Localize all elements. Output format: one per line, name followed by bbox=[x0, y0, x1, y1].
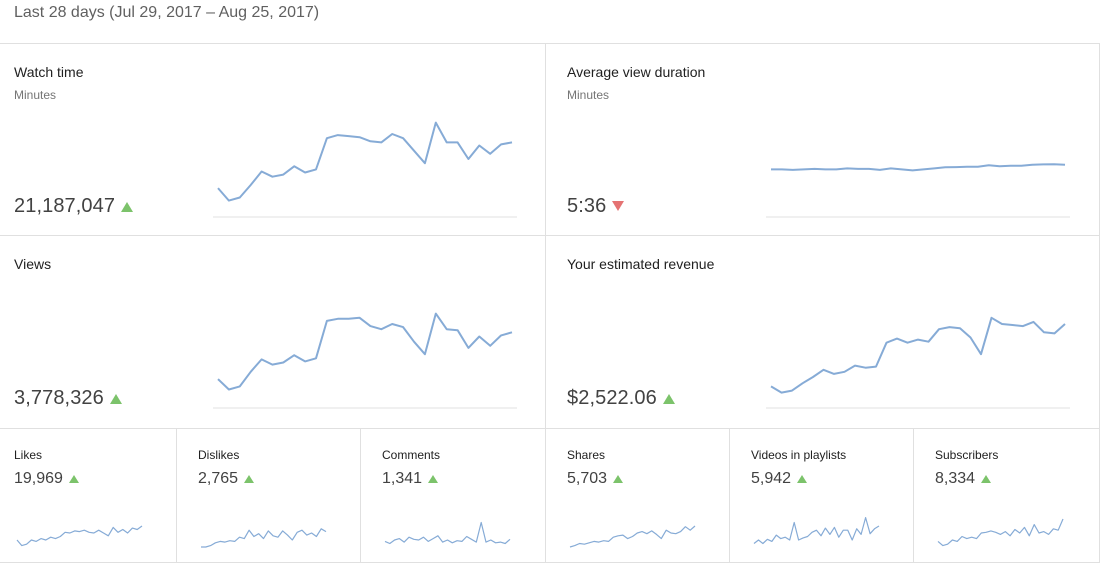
card-views[interactable]: Views 3,778,326 bbox=[0, 236, 546, 429]
metric-value: 1,341 bbox=[382, 470, 439, 488]
card-subtitle: Minutes bbox=[14, 88, 57, 102]
metric-value: $2,522.06 bbox=[567, 387, 675, 410]
sparkline bbox=[766, 316, 1070, 409]
card-comments[interactable]: Comments 1,341 bbox=[361, 429, 546, 563]
trend-up-icon bbox=[613, 475, 624, 483]
card-subscribers[interactable]: Subscribers 8,334 bbox=[914, 429, 1100, 563]
metric-value: 5,703 bbox=[567, 470, 624, 488]
card-title: Dislikes bbox=[198, 448, 240, 462]
metric-value: 21,187,047 bbox=[14, 195, 134, 218]
trend-line bbox=[937, 518, 1064, 547]
trend-up-icon bbox=[981, 475, 992, 483]
trend-line bbox=[384, 521, 511, 545]
metric-value: 2,765 bbox=[198, 470, 255, 488]
trend-up-icon bbox=[68, 475, 79, 483]
metric-value: 19,969 bbox=[14, 470, 79, 488]
card-videos-in-playlists[interactable]: Videos in playlists 5,942 bbox=[730, 429, 914, 563]
trend-up-icon bbox=[244, 475, 255, 483]
card-title: Shares bbox=[567, 448, 606, 462]
trend-line bbox=[201, 528, 327, 548]
card-title: Average view duration bbox=[567, 64, 706, 80]
card-estimated-revenue[interactable]: Your estimated revenue $2,522.06 bbox=[546, 236, 1100, 429]
trend-up-icon bbox=[428, 475, 439, 483]
value-text: $2,522.06 bbox=[567, 387, 657, 409]
card-likes[interactable]: Likes 19,969 bbox=[0, 429, 177, 563]
metric-value: 5:36 bbox=[567, 195, 625, 218]
card-average-view-duration[interactable]: Average view duration Minutes 5:36 bbox=[546, 44, 1100, 236]
trend-up-icon bbox=[662, 394, 675, 404]
card-title: Likes bbox=[14, 448, 43, 462]
card-title: Subscribers bbox=[935, 448, 999, 462]
trend-line bbox=[217, 312, 513, 391]
value-text: 1,341 bbox=[382, 470, 423, 487]
header-divider bbox=[0, 43, 1100, 44]
value-text: 5,942 bbox=[751, 470, 792, 487]
value-text: 21,187,047 bbox=[14, 195, 116, 217]
sparkline bbox=[201, 528, 327, 548]
trend-up-icon bbox=[121, 202, 134, 212]
card-dislikes[interactable]: Dislikes 2,765 bbox=[177, 429, 361, 563]
trend-up-icon bbox=[109, 394, 122, 404]
trend-line bbox=[217, 121, 513, 202]
value-text: 8,334 bbox=[935, 470, 976, 487]
metric-value: 3,778,326 bbox=[14, 387, 122, 410]
sparkline bbox=[937, 518, 1064, 547]
card-title: Comments bbox=[382, 448, 441, 462]
trend-line bbox=[753, 516, 880, 545]
sparkline bbox=[213, 121, 517, 218]
trend-line bbox=[770, 316, 1066, 394]
card-title: Watch time bbox=[14, 64, 84, 80]
value-text: 5:36 bbox=[567, 195, 607, 217]
card-title: Your estimated revenue bbox=[567, 256, 715, 272]
trend-line bbox=[16, 525, 143, 547]
sparkline bbox=[753, 516, 880, 545]
card-title: Views bbox=[14, 256, 52, 272]
card-shares[interactable]: Shares 5,703 bbox=[546, 429, 730, 563]
date-range[interactable]: Last 28 days (Jul 29, 2017 – Aug 25, 201… bbox=[14, 4, 320, 21]
sparkline bbox=[16, 525, 143, 547]
sparkline bbox=[766, 163, 1070, 218]
trend-line bbox=[771, 163, 1066, 172]
trend-line bbox=[569, 525, 696, 548]
value-text: 3,778,326 bbox=[14, 387, 104, 409]
card-title: Videos in playlists bbox=[751, 448, 847, 462]
sparkline bbox=[569, 525, 696, 548]
metric-value: 8,334 bbox=[935, 470, 992, 488]
metric-value: 5,942 bbox=[751, 470, 808, 488]
card-watch-time[interactable]: Watch time Minutes 21,187,047 bbox=[0, 44, 546, 236]
trend-down-icon bbox=[612, 201, 625, 211]
sparkline bbox=[213, 312, 517, 409]
card-subtitle: Minutes bbox=[567, 88, 610, 102]
value-text: 5,703 bbox=[567, 470, 608, 487]
trend-up-icon bbox=[797, 475, 808, 483]
sparkline bbox=[384, 521, 511, 545]
value-text: 2,765 bbox=[198, 470, 239, 487]
value-text: 19,969 bbox=[14, 470, 63, 487]
